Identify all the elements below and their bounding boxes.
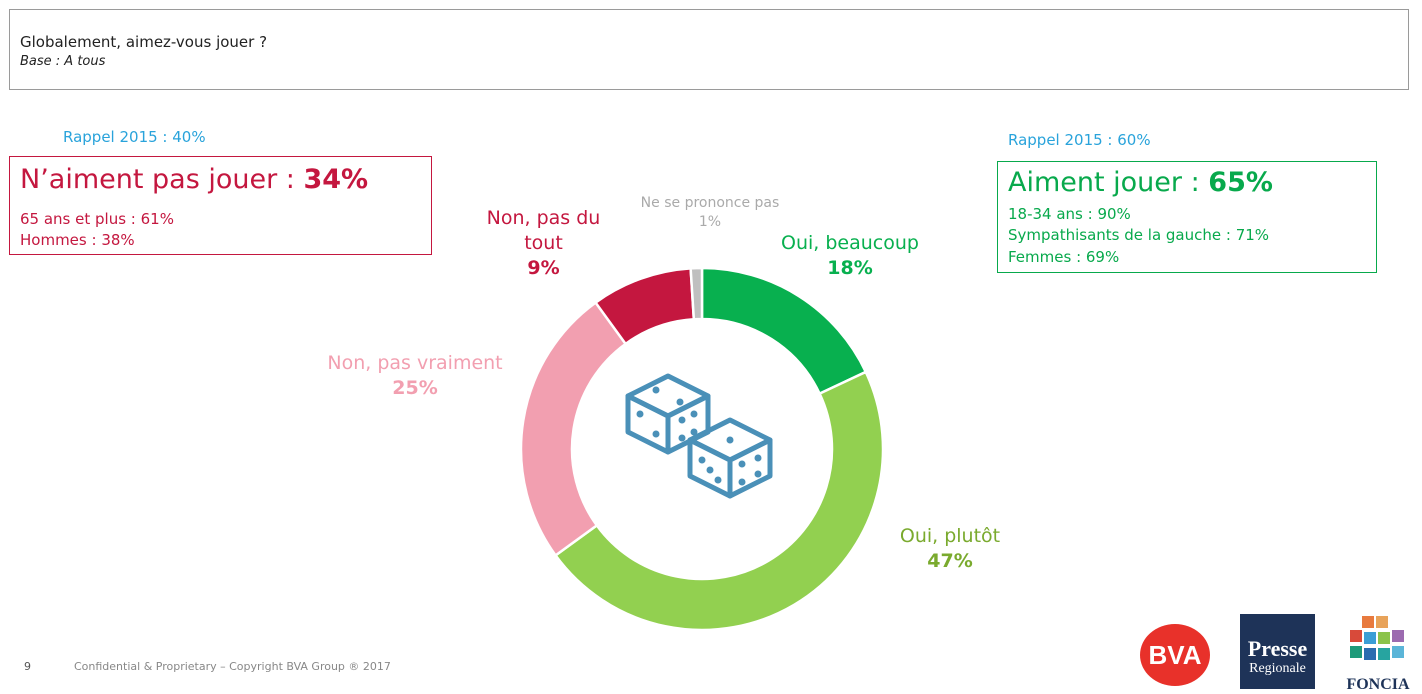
- question-title: Globalement, aimez-vous jouer ?: [20, 33, 268, 51]
- slice-percent: 47%: [927, 550, 973, 572]
- donut-slice-2: [519, 300, 628, 558]
- left-rappel: Rappel 2015 : 40%: [63, 128, 206, 146]
- page-number: 9: [24, 660, 31, 673]
- slice-name: Oui, beaucoup: [781, 232, 919, 254]
- right-summary-line: 18-34 ans : 90%: [1008, 205, 1131, 223]
- left-summary-box: [9, 156, 432, 255]
- slice-label-oui-plutot: Oui, plutôt 47%: [880, 524, 1020, 574]
- presse-regionale-logo: Presse Regionale: [1240, 614, 1315, 689]
- right-summary-heading: Aiment jouer : 65%: [1008, 167, 1273, 198]
- slice-percent: 18%: [827, 257, 873, 279]
- donut-slice-4: [689, 266, 704, 321]
- foncia-house-icon: [1350, 616, 1404, 660]
- bva-logo: BVA: [1140, 624, 1210, 686]
- copyright-text: Confidential & Proprietary – Copyright B…: [74, 660, 391, 673]
- slice-name: Oui, plutôt: [899, 525, 1001, 547]
- right-heading-text: Aiment jouer :: [1008, 167, 1209, 198]
- question-base: Base : A tous: [20, 54, 106, 69]
- foncia-wordmark: FONCIA: [1346, 676, 1410, 693]
- slice-label-non-pas-du-tout: Non, pas du tout 9%: [465, 206, 622, 281]
- slice-percent: 9%: [527, 257, 560, 279]
- left-summary-line: Hommes : 38%: [20, 231, 135, 249]
- slice-label-ne-se-prononce-pas: Ne se prononce pas 1%: [620, 194, 800, 232]
- left-heading-text: N’aiment pas jouer :: [20, 164, 304, 195]
- slice-name: Non, pas vraiment: [327, 352, 503, 374]
- right-summary-box: [997, 161, 1377, 273]
- question-box: [9, 9, 1409, 90]
- right-summary-line: Femmes : 69%: [1008, 248, 1120, 266]
- slice-name: Ne se prononce pas: [640, 195, 780, 211]
- slice-percent: 1%: [698, 214, 722, 230]
- right-rappel: Rappel 2015 : 60%: [1008, 131, 1151, 149]
- left-summary-heading: N’aiment pas jouer : 34%: [20, 164, 368, 195]
- right-summary-line: Sympathisants de la gauche : 71%: [1008, 226, 1270, 244]
- dice-icon: [625, 373, 773, 499]
- slice-label-oui-beaucoup: Oui, beaucoup 18%: [762, 231, 938, 281]
- right-heading-value: 65%: [1208, 167, 1273, 198]
- left-summary-line: 65 ans et plus : 61%: [20, 210, 174, 228]
- slice-label-non-pas-vraiment: Non, pas vraiment 25%: [300, 351, 530, 401]
- slice-percent: 25%: [392, 377, 438, 399]
- slice-name: Non, pas du tout: [486, 207, 601, 254]
- foncia-logo: FONCIA: [1338, 614, 1418, 693]
- presse-logo-line1: Presse: [1247, 636, 1308, 661]
- donut-slice-1: [553, 370, 885, 632]
- left-heading-value: 34%: [303, 164, 369, 195]
- presse-logo-line2: Regionale: [1249, 661, 1306, 676]
